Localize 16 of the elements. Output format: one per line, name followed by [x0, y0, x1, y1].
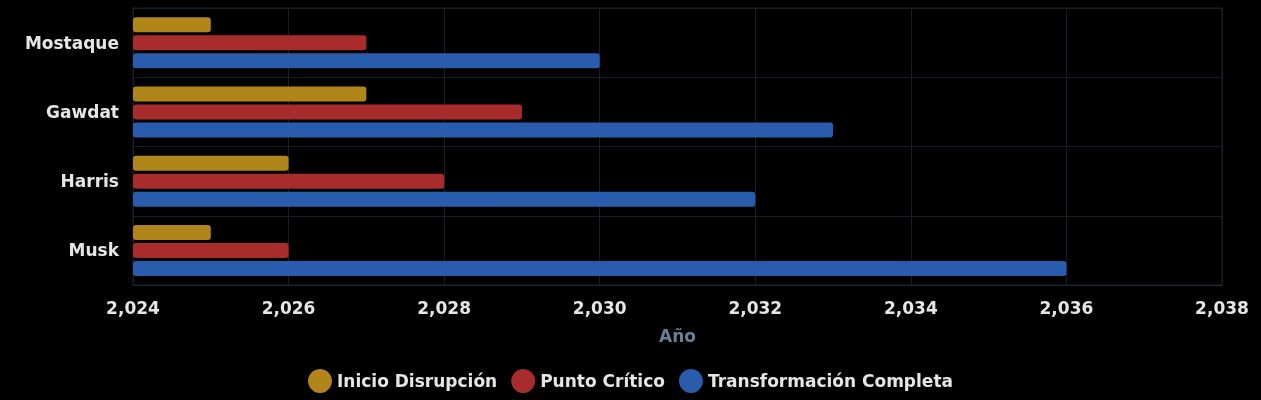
x-tick-label: 2,026 — [261, 297, 316, 318]
legend-label: Transformación Completa — [707, 371, 954, 391]
y-tick-label: Gawdat — [46, 101, 119, 122]
x-tick-label: 2,032 — [728, 297, 783, 318]
legend-label: Punto Crítico — [540, 371, 665, 391]
x-tick-label: 2,034 — [883, 297, 938, 318]
x-tick-label: 2,024 — [106, 297, 161, 318]
y-tick-label: Harris — [60, 171, 119, 192]
y-tick-label: Musk — [68, 240, 120, 261]
legend-label: Inicio Disrupción — [337, 371, 498, 391]
x-tick-label: 2,030 — [572, 297, 627, 318]
y-tick-label: Mostaque — [24, 32, 119, 53]
x-tick-label: 2,028 — [417, 297, 472, 318]
x-axis-title: Año — [659, 325, 696, 346]
x-tick-label: 2,036 — [1039, 297, 1094, 318]
x-tick-label: 2,038 — [1195, 297, 1249, 318]
